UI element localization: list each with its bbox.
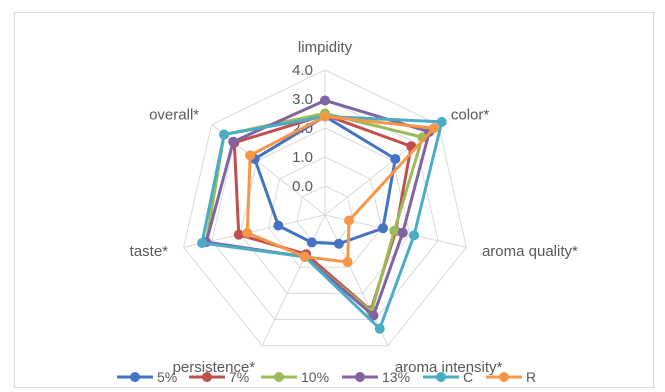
axis-spoke	[261, 214, 326, 346]
data-point	[389, 225, 400, 236]
data-point	[333, 238, 344, 249]
legend-label: 13%	[382, 369, 410, 385]
tick-label: 0.0	[292, 178, 313, 195]
legend-item: R	[486, 369, 536, 385]
grid-ring	[267, 156, 383, 268]
data-point	[428, 123, 439, 134]
axis-label: persistence*	[173, 359, 256, 376]
data-point	[342, 257, 353, 268]
legend-item: 10%	[261, 369, 329, 385]
legend: 5% 7% 10% 13% C R	[117, 369, 536, 385]
legend-swatch-marker	[355, 372, 365, 382]
grid-ring	[296, 185, 354, 242]
grid-ring	[211, 98, 439, 321]
data-point	[242, 227, 253, 238]
legend-swatch-marker	[202, 372, 212, 382]
legend-swatch-marker	[130, 372, 140, 382]
legend-label: 5%	[157, 369, 177, 385]
series-layer	[197, 95, 447, 334]
grid-ring	[239, 127, 411, 294]
series-line	[204, 98, 431, 318]
data-point	[245, 150, 256, 161]
legend-swatch-marker	[499, 372, 509, 382]
data-point	[197, 238, 208, 249]
data-point	[344, 215, 355, 226]
tick-label: 1.0	[292, 149, 313, 166]
legend-label: C	[463, 369, 473, 385]
legend-swatch-marker	[274, 372, 284, 382]
data-point	[409, 230, 420, 241]
legend-label: R	[526, 369, 536, 385]
legend-item: 13%	[342, 369, 410, 385]
grid-ring	[183, 69, 467, 347]
data-point	[377, 223, 388, 234]
series-r	[242, 111, 439, 268]
data-point	[397, 227, 408, 238]
tick-label: 3.0	[292, 91, 313, 108]
data-point	[306, 237, 317, 248]
legend-swatch-marker	[436, 372, 446, 382]
data-point	[219, 129, 230, 140]
series-line	[200, 114, 444, 331]
axis-label: taste*	[130, 243, 169, 260]
axis-spoke	[324, 214, 389, 346]
legend-item: 5%	[117, 369, 177, 385]
data-point	[436, 116, 447, 127]
series-line	[245, 114, 436, 264]
data-point	[374, 323, 385, 334]
axis-label: aroma quality*	[482, 243, 578, 260]
axis-label-layer: limpidity color* aroma quality* aroma inten…	[130, 39, 578, 376]
data-point	[390, 153, 401, 164]
data-point	[368, 310, 379, 321]
data-point	[299, 251, 310, 262]
data-point	[320, 111, 330, 122]
axis-label: aroma intensity*	[395, 359, 503, 376]
axis-label: limpidity	[298, 39, 353, 56]
legend-label: 7%	[229, 369, 249, 385]
legend-label: 10%	[301, 369, 329, 385]
series-c	[197, 111, 447, 334]
legend-item: 7%	[189, 369, 249, 385]
series-line	[232, 113, 413, 312]
data-point	[233, 229, 244, 240]
legend-item: C	[423, 369, 473, 385]
tick-label: 4.0	[292, 62, 313, 79]
data-point	[320, 95, 330, 106]
data-point	[228, 136, 239, 147]
axis-label: overall*	[149, 107, 199, 124]
data-point	[273, 220, 284, 231]
axis-label: color*	[451, 107, 490, 124]
